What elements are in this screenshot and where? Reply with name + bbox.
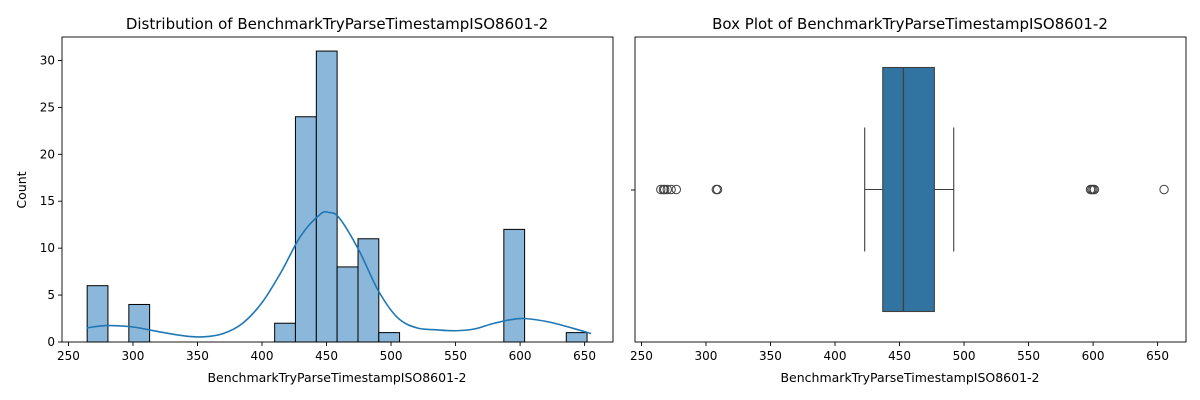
- boxplot-x-tick-label: 500: [953, 349, 976, 363]
- boxplot-x-tick-label: 550: [1017, 349, 1040, 363]
- histogram-x-tick-label: 450: [315, 349, 338, 363]
- boxplot-x-tick-label: 650: [1146, 349, 1169, 363]
- boxplot-x-tick-label: 250: [630, 349, 653, 363]
- histogram-x-tick-label: 250: [57, 349, 80, 363]
- boxplot-x-axis-label: BenchmarkTryParseTimestampISO8601-2: [780, 370, 1039, 385]
- boxplot-x-tick-label: 400: [824, 349, 847, 363]
- histogram-x-tick-label: 350: [186, 349, 209, 363]
- outlier-point: [659, 184, 670, 195]
- outlier-point: [671, 184, 681, 195]
- histogram-x-tick-label: 550: [444, 349, 467, 363]
- boxplot-outliers: [656, 184, 1169, 195]
- boxplot-x-ticks: 250 300 350 400 450 500 550 600 650: [630, 342, 1169, 363]
- histogram-title: Distribution of BenchmarkTryParseTimesta…: [126, 15, 548, 33]
- histogram-x-tick-label: 300: [122, 349, 145, 363]
- histogram-bar: [336, 266, 359, 343]
- outlier-point: [656, 184, 666, 195]
- histogram-x-tick-label: 650: [573, 349, 596, 363]
- boxplot-elements: [864, 66, 955, 313]
- outlier-point: [1089, 184, 1100, 195]
- boxplot-x-tick-label: 600: [1082, 349, 1105, 363]
- histogram-y-tick-label: 20: [40, 147, 55, 161]
- histogram-y-tick-label: 25: [40, 100, 55, 114]
- kde-curve: [86, 210, 592, 338]
- boxplot-title: Box Plot of BenchmarkTryParseTimestampIS…: [712, 15, 1108, 33]
- histogram-bar: [565, 332, 588, 343]
- boxplot-panel: Box Plot of BenchmarkTryParseTimestampIS…: [630, 15, 1187, 385]
- histogram-y-axis-label: Count: [14, 171, 29, 208]
- histogram-y-tick-label: 30: [40, 53, 55, 67]
- histogram-x-ticks: 250 300 350 400 450 500 550 600 650: [57, 342, 596, 363]
- histogram-bars: [86, 50, 588, 343]
- histogram-bar: [128, 303, 151, 343]
- histogram-y-ticks: 0 5 10 15 20 25 30: [40, 53, 62, 349]
- histogram-panel: Distribution of BenchmarkTryParseTimesta…: [14, 15, 614, 385]
- histogram-frame: [61, 36, 614, 343]
- histogram-bar: [378, 332, 401, 343]
- interquartile-box: [882, 66, 935, 313]
- outlier-point: [1159, 184, 1169, 195]
- boxplot-frame: [634, 36, 1187, 343]
- histogram-bar: [503, 228, 526, 343]
- boxplot-x-tick-label: 350: [759, 349, 782, 363]
- histogram-y-tick-label: 5: [47, 288, 55, 302]
- histogram-y-tick-label: 10: [40, 241, 55, 255]
- histogram-x-axis-label: BenchmarkTryParseTimestampISO8601-2: [207, 370, 466, 385]
- outlier-point: [666, 184, 676, 195]
- histogram-x-tick-label: 600: [509, 349, 532, 363]
- boxplot-x-tick-label: 450: [888, 349, 911, 363]
- boxplot-x-tick-label: 300: [695, 349, 718, 363]
- histogram-x-tick-label: 400: [251, 349, 274, 363]
- outlier-point: [662, 184, 672, 195]
- histogram-bar: [315, 50, 338, 343]
- histogram-y-tick-label: 15: [40, 194, 55, 208]
- histogram-bar: [86, 285, 109, 343]
- histogram-bar: [274, 322, 296, 343]
- histogram-y-tick-label: 0: [47, 335, 55, 349]
- histogram-x-tick-label: 500: [380, 349, 403, 363]
- outlier-point: [712, 184, 723, 195]
